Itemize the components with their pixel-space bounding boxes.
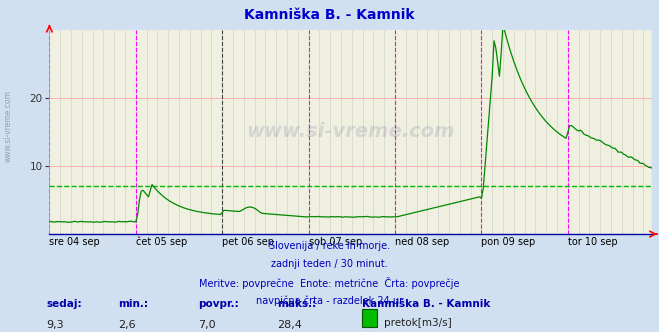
Text: www.si-vreme.com: www.si-vreme.com [3, 90, 13, 162]
Text: 28,4: 28,4 [277, 320, 302, 330]
Text: 2,6: 2,6 [119, 320, 136, 330]
Text: sedaj:: sedaj: [46, 299, 82, 309]
Text: navpična črta - razdelek 24 ur: navpična črta - razdelek 24 ur [256, 295, 403, 306]
Text: 9,3: 9,3 [46, 320, 64, 330]
Text: zadnji teden / 30 minut.: zadnji teden / 30 minut. [271, 259, 388, 269]
Text: povpr.:: povpr.: [198, 299, 239, 309]
Text: maks.:: maks.: [277, 299, 316, 309]
Text: Kamniška B. - Kamnik: Kamniška B. - Kamnik [362, 299, 491, 309]
Text: Slovenija / reke in morje.: Slovenija / reke in morje. [269, 241, 390, 251]
Text: pretok[m3/s]: pretok[m3/s] [384, 318, 451, 328]
Text: www.si-vreme.com: www.si-vreme.com [246, 123, 455, 141]
Text: Kamniška B. - Kamnik: Kamniška B. - Kamnik [244, 8, 415, 22]
Text: 7,0: 7,0 [198, 320, 215, 330]
Text: min.:: min.: [119, 299, 149, 309]
Text: Meritve: povprečne  Enote: metrične  Črta: povprečje: Meritve: povprečne Enote: metrične Črta:… [199, 277, 460, 289]
